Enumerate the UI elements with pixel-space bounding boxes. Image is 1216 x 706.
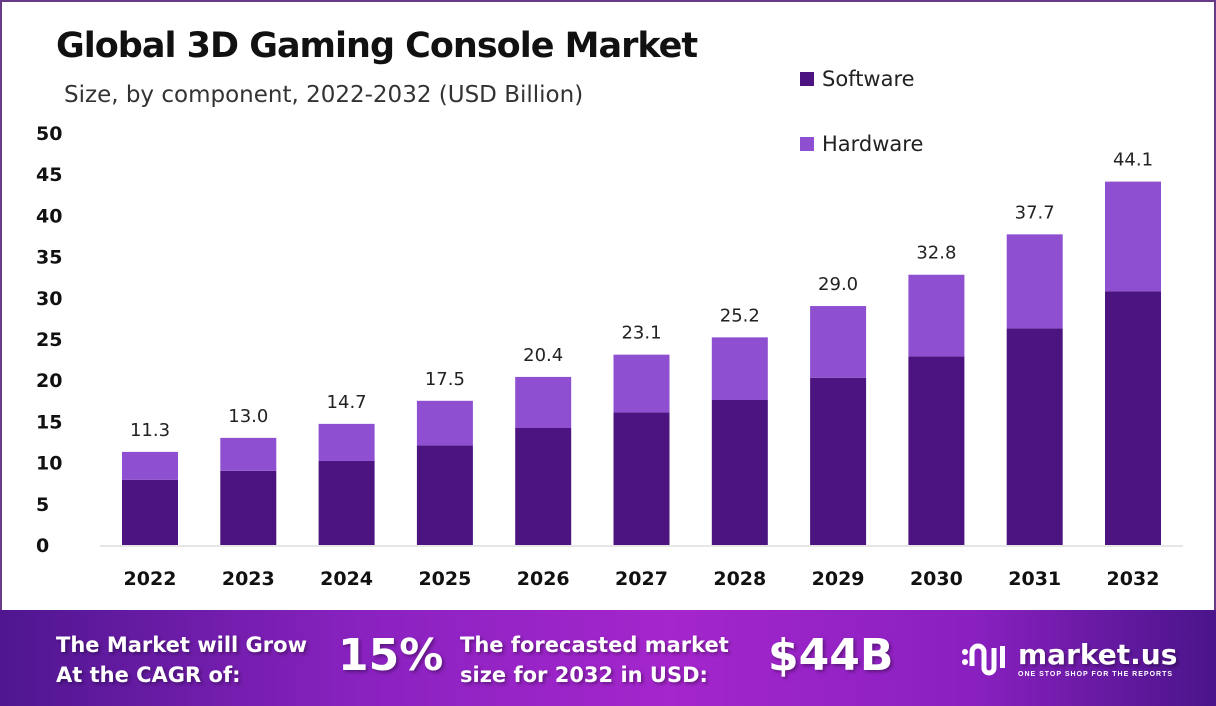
logo-tagline: ONE STOP SHOP FOR THE REPORTS <box>1018 671 1174 678</box>
x-tick-label: 2029 <box>812 568 865 590</box>
y-tick-label: 15 <box>36 411 62 433</box>
bar-software-2030 <box>908 356 965 545</box>
total-label-2022: 11.3 <box>130 420 170 441</box>
logo-icon <box>962 643 1005 676</box>
bar-software-2029 <box>810 377 867 545</box>
bar-hardware-2023 <box>220 437 277 471</box>
legend-label-hardware: Hardware <box>822 132 923 156</box>
bar-hardware-2026 <box>515 376 572 428</box>
y-tick-label: 5 <box>36 494 49 516</box>
total-label-2026: 20.4 <box>523 345 563 366</box>
bar-hardware-2027 <box>613 354 670 413</box>
bar-software-2031 <box>1006 328 1063 545</box>
forecast-text-line2: size for 2032 in USD: <box>460 663 708 687</box>
chart-subtitle: Size, by component, 2022-2032 (USD Billi… <box>64 82 584 108</box>
x-tick-label: 2025 <box>418 568 471 590</box>
x-tick-label: 2032 <box>1107 568 1160 590</box>
bar-hardware-2032 <box>1105 181 1161 292</box>
x-tick-label: 2031 <box>1008 568 1061 590</box>
total-label-2024: 14.7 <box>327 392 367 413</box>
bar-software-2024 <box>318 460 375 545</box>
cagr-text-line1: The Market will Grow <box>56 633 307 657</box>
bar-hardware-2028 <box>711 337 768 400</box>
bar-software-2028 <box>711 399 768 545</box>
y-tick-label: 40 <box>36 205 62 227</box>
logo-name: market.us <box>1018 638 1178 671</box>
bar-software-2027 <box>613 412 670 545</box>
legend-label-software: Software <box>822 67 915 91</box>
x-tick-label: 2027 <box>615 568 668 590</box>
bar-software-2023 <box>220 470 277 545</box>
y-tick-label: 10 <box>36 453 62 475</box>
bar-hardware-2025 <box>416 400 473 446</box>
x-tick-label: 2023 <box>222 568 275 590</box>
chart-title: Global 3D Gaming Console Market <box>56 26 698 66</box>
x-tick-label: 2024 <box>320 568 373 590</box>
bar-software-2025 <box>416 445 473 545</box>
total-label-2030: 32.8 <box>916 243 956 264</box>
x-tick-label: 2026 <box>517 568 570 590</box>
y-tick-label: 20 <box>36 370 62 392</box>
bar-hardware-2022 <box>122 451 178 480</box>
y-tick-label: 25 <box>36 329 62 351</box>
forecast-value: $44B <box>768 630 894 681</box>
x-tick-label: 2028 <box>713 568 766 590</box>
x-tick-label: 2022 <box>124 568 177 590</box>
x-tick-label: 2030 <box>910 568 963 590</box>
cagr-text-line2: At the CAGR of: <box>56 663 241 687</box>
bar-hardware-2031 <box>1006 234 1063 329</box>
y-tick-label: 45 <box>36 164 62 186</box>
total-label-2027: 23.1 <box>621 323 661 344</box>
total-label-2023: 13.0 <box>228 406 268 427</box>
cagr-value: 15% <box>338 630 444 681</box>
total-label-2031: 37.7 <box>1015 202 1055 223</box>
bar-software-2032 <box>1105 291 1161 545</box>
bar-hardware-2030 <box>908 274 965 357</box>
bar-software-2026 <box>515 427 572 545</box>
total-label-2025: 17.5 <box>425 369 465 390</box>
bar-software-2022 <box>122 479 178 545</box>
total-label-2029: 29.0 <box>818 274 858 295</box>
footer-banner: The Market will Grow At the CAGR of: 15%… <box>0 610 1216 706</box>
bar-hardware-2029 <box>810 306 867 378</box>
stacked-bar-chart: 0510152025303540455011.3202213.0202314.7… <box>36 67 1183 590</box>
forecast-text-line1: The forecasted market <box>460 633 729 657</box>
y-tick-label: 0 <box>36 535 49 557</box>
y-tick-label: 35 <box>36 247 62 269</box>
legend-swatch-software <box>800 72 814 86</box>
y-tick-label: 50 <box>36 123 62 145</box>
y-tick-label: 30 <box>36 288 62 310</box>
legend-swatch-hardware <box>800 137 814 151</box>
total-label-2032: 44.1 <box>1113 150 1153 171</box>
market-us-logo: market.us ONE STOP SHOP FOR THE REPORTS <box>960 638 1177 678</box>
bar-hardware-2024 <box>318 423 375 461</box>
total-label-2028: 25.2 <box>720 305 760 326</box>
